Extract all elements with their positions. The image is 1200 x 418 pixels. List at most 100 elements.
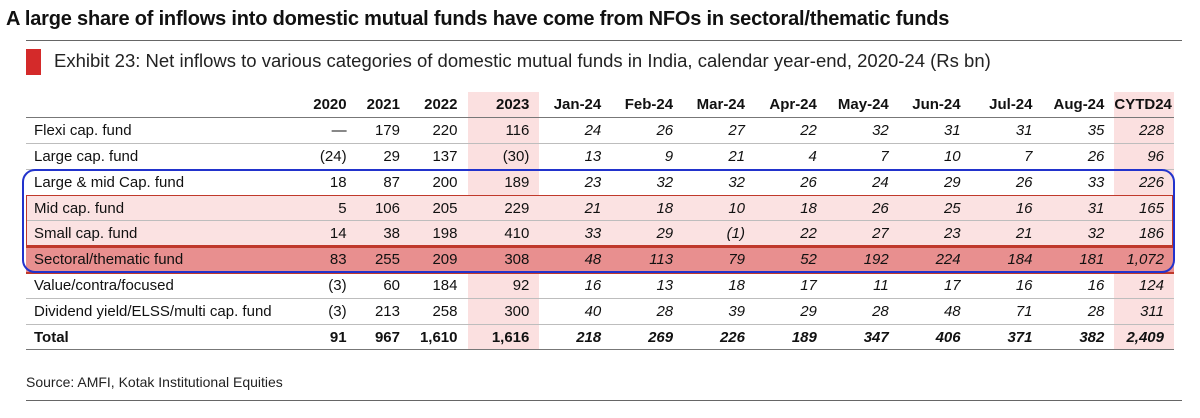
- table-cell: 189: [467, 169, 540, 196]
- table-cell: 18: [309, 169, 357, 196]
- column-header: 2023: [467, 92, 540, 119]
- table-cell: (3): [309, 298, 357, 325]
- table-cell: 91: [309, 323, 357, 351]
- table-cell: —: [309, 117, 357, 145]
- table-cell: 24: [826, 169, 899, 196]
- table-cell: 26: [755, 169, 827, 196]
- table-cell: 92: [467, 272, 540, 299]
- table-cell: 137: [410, 143, 468, 170]
- table-cell: 124: [1114, 272, 1174, 299]
- source-note: Source: AMFI, Kotak Institutional Equiti…: [26, 374, 283, 390]
- column-header: 2022: [410, 92, 468, 119]
- table-row: Value/contra/focused (3) 60 184 92 16 13 18 17 11…: [26, 272, 1174, 299]
- table-cell: 96: [1114, 143, 1174, 170]
- table-cell: 1,072: [1114, 245, 1174, 274]
- column-header: Jan-24: [539, 92, 612, 119]
- bottom-divider: [26, 400, 1182, 401]
- headline: A large share of inflows into domestic m…: [6, 8, 950, 30]
- table-cell: 213: [356, 298, 410, 325]
- row-label: Small cap. fund: [26, 220, 310, 248]
- table-cell: 220: [410, 117, 468, 145]
- table-cell: 71: [970, 298, 1043, 325]
- table-cell: 198: [410, 220, 468, 248]
- table-cell: 347: [826, 323, 899, 351]
- table-cell: 79: [683, 245, 755, 274]
- column-header: Apr-24: [755, 92, 827, 119]
- column-header: 2020: [309, 92, 357, 119]
- table-row: Large & mid Cap. fund 18 87 200 189 23 32 32 26 2…: [26, 169, 1174, 196]
- table-cell: 255: [356, 245, 410, 274]
- table-cell: 17: [898, 272, 971, 299]
- total-row: Total 91 967 1,610 1,616 218 269 226 189 347 406 37…: [26, 323, 1174, 351]
- table-cell: 31: [898, 117, 971, 145]
- table-cell: 16: [970, 195, 1043, 222]
- table-cell: 87: [356, 169, 410, 196]
- table-cell: 269: [611, 323, 684, 351]
- table-cell: 311: [1114, 298, 1174, 325]
- table-cell: 184: [410, 272, 468, 299]
- column-header: Jul-24: [970, 92, 1043, 119]
- table-cell: 200: [410, 169, 468, 196]
- table-cell: 33: [539, 220, 612, 248]
- table-cell: 23: [898, 220, 971, 248]
- header-row: 2020 2021 2022 2023 Jan-24 Feb-24 Mar-24 Apr-24…: [26, 92, 1174, 119]
- table-cell: 406: [898, 323, 971, 351]
- table-cell: 16: [970, 272, 1043, 299]
- table-cell: 27: [826, 220, 899, 248]
- column-header: Aug-24: [1042, 92, 1115, 119]
- table-row: Dividend yield/ELSS/multi cap. fund (3) 21…: [26, 298, 1174, 325]
- table-cell: 26: [611, 117, 684, 145]
- table-cell: 40: [539, 298, 612, 325]
- table-cell: 29: [356, 143, 410, 170]
- top-divider: [26, 40, 1182, 41]
- column-header: May-24: [826, 92, 899, 119]
- table-cell: 226: [683, 323, 755, 351]
- table-cell: 23: [539, 169, 612, 196]
- table-cell: 209: [410, 245, 468, 274]
- exhibit-accent-bar: [26, 49, 41, 75]
- table-cell: 22: [755, 220, 827, 248]
- table-cell: 10: [898, 143, 971, 170]
- table-cell: 382: [1042, 323, 1115, 351]
- row-label: Large cap. fund: [26, 143, 310, 170]
- table-cell: (30): [467, 143, 540, 170]
- table-cell: 60: [356, 272, 410, 299]
- table-cell: 28: [611, 298, 684, 325]
- table-row: Mid cap. fund 5 106 205 229 21 18 10 18 26 25 16 31 1…: [26, 195, 1174, 222]
- table-cell: 218: [539, 323, 612, 351]
- table-cell: 179: [356, 117, 410, 145]
- table-cell: 29: [755, 298, 827, 325]
- table-cell: 26: [970, 169, 1043, 196]
- table-cell: 32: [1042, 220, 1115, 248]
- table-cell: 48: [898, 298, 971, 325]
- table-cell: 165: [1114, 195, 1174, 222]
- column-header: CYTD24: [1114, 92, 1174, 119]
- table-cell: 29: [898, 169, 971, 196]
- table-row: Large cap. fund (24) 29 137 (30) 13 9 21 4 7 10 7 26…: [26, 143, 1174, 170]
- table-cell: 192: [826, 245, 899, 274]
- table-cell: 228: [1114, 117, 1174, 145]
- table-cell: 116: [467, 117, 540, 145]
- table-cell: 21: [970, 220, 1043, 248]
- table-cell: 31: [970, 117, 1043, 145]
- table-cell: 48: [539, 245, 612, 274]
- table-cell: 189: [755, 323, 827, 351]
- table-cell: 21: [683, 143, 755, 170]
- table-cell: 226: [1114, 169, 1174, 196]
- table-cell: 18: [611, 195, 684, 222]
- table-cell: 308: [467, 245, 540, 274]
- table-cell: 4: [755, 143, 827, 170]
- table-cell: 25: [898, 195, 971, 222]
- table-cell: (24): [309, 143, 357, 170]
- row-label: Value/contra/focused: [26, 272, 310, 299]
- table-cell: 2,409: [1114, 323, 1174, 351]
- table-cell: 28: [1042, 298, 1115, 325]
- column-header: Mar-24: [683, 92, 755, 119]
- row-label: Sectoral/thematic fund: [26, 245, 310, 274]
- table-cell: 21: [539, 195, 612, 222]
- table-cell: 31: [1042, 195, 1115, 222]
- row-label: Flexi cap. fund: [26, 117, 310, 145]
- table-cell: 186: [1114, 220, 1174, 248]
- row-label: Mid cap. fund: [26, 195, 310, 222]
- table-cell: 184: [970, 245, 1043, 274]
